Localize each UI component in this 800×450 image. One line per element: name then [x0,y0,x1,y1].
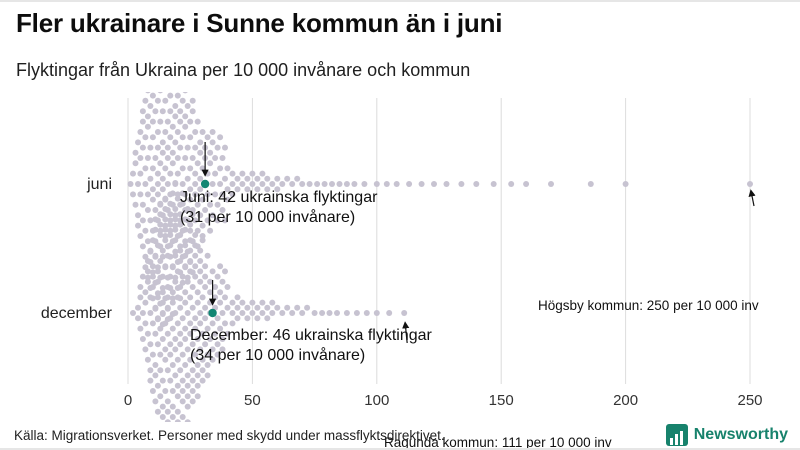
chart-subtitle: Flyktingar från Ukraina per 10 000 invån… [16,60,471,80]
svg-text:100: 100 [364,392,389,409]
svg-text:150: 150 [489,392,514,409]
annotation-arrows [201,142,756,344]
chart-canvas: 0 50 100 150 200 250 juni december [41,92,763,422]
dot-swarms [127,92,753,422]
svg-text:0: 0 [124,392,132,409]
svg-text:juni: juni [86,176,112,193]
svg-text:december: december [41,305,113,322]
svg-text:50: 50 [244,392,261,409]
source-note: Källa: Migrationsverket. Personer med sk… [14,428,445,443]
svg-text:200: 200 [613,392,638,409]
annotation-december-line2: (34 per 10 000 invånare) [190,347,366,364]
annotation-december: December: 46 ukrainska flyktingar (34 pe… [190,326,432,366]
annotation-ragunda: Ragunda kommun: 111 per 10 000 inv [384,435,612,450]
axis-labels: 0 50 100 150 200 250 juni december [41,176,763,409]
svg-text:250: 250 [737,392,762,409]
annotation-december-line1: December: 46 ukrainska flyktingar [190,327,432,344]
newsworthy-wordmark: Newsworthy [693,426,788,443]
newsworthy-icon [665,424,688,446]
footer: Källa: Migrationsverket. Personer med sk… [0,424,800,448]
beeswarm-chart: 0 50 100 150 200 250 juni december Juni: 42 ukr… [0,92,800,448]
gridlines [127,98,751,384]
annotation-juni-line2: (31 per 10 000 invånare) [180,209,356,226]
annotation-juni-line1: Juni: 42 ukrainska flyktingar [180,189,378,206]
annotation-juni: Juni: 42 ukrainska flyktingar (31 per 10… [180,188,377,228]
chart-title: Fler ukrainare i Sunne kommun än i juni [16,8,503,38]
annotation-hogsby: Högsby kommun: 250 per 10 000 inv [538,298,759,313]
newsworthy-logo[interactable]: Newsworthy [665,424,788,446]
